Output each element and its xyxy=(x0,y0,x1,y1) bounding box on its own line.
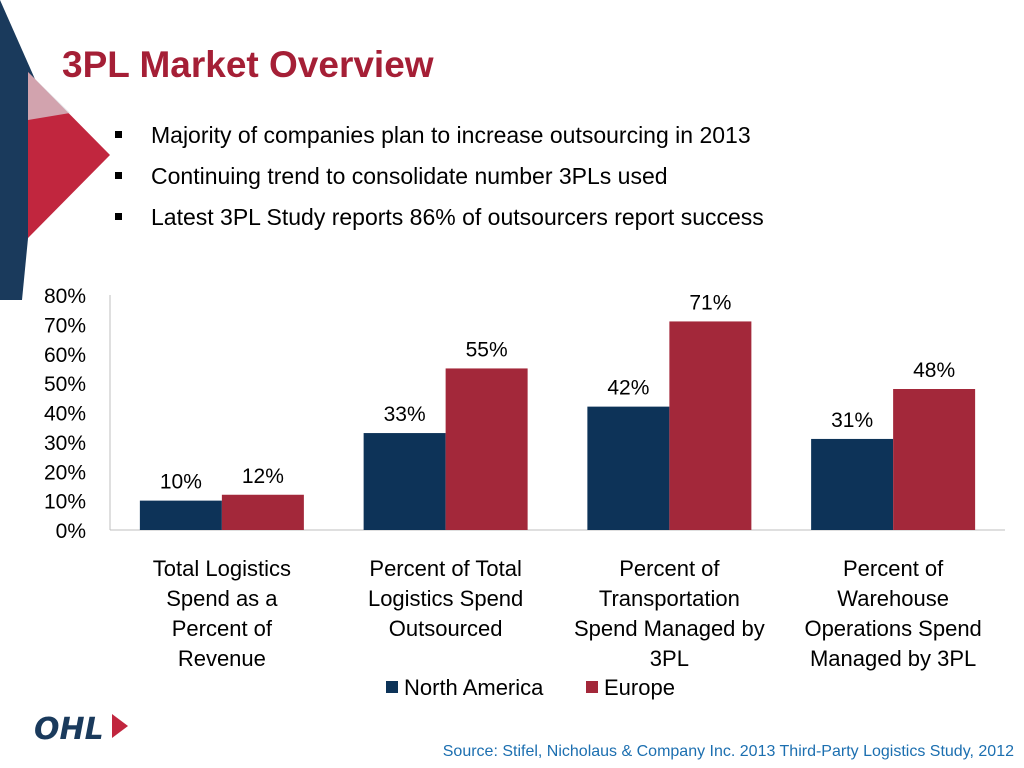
x-category-label: Operations Spend xyxy=(804,616,981,641)
x-category-label: Transportation xyxy=(599,586,740,611)
x-category-label: Spend as a xyxy=(166,586,278,611)
bar-north-america xyxy=(363,433,446,530)
data-label: 42% xyxy=(607,377,649,400)
light-arrow-shadow xyxy=(28,72,70,120)
x-category-label: Outsourced xyxy=(389,616,503,641)
y-tick-label: 40% xyxy=(44,403,86,426)
ohl-logo: OHL xyxy=(34,712,128,746)
bar-europe xyxy=(669,321,752,530)
y-tick-label: 60% xyxy=(44,344,86,367)
y-tick-label: 0% xyxy=(56,520,86,543)
source-citation: Source: Stifel, Nicholaus & Company Inc.… xyxy=(442,743,1014,760)
x-category-label: Percent of xyxy=(172,616,273,641)
legend-swatch xyxy=(386,681,398,693)
bullet-item: Continuing trend to consolidate number 3… xyxy=(115,159,764,200)
y-tick-label: 80% xyxy=(44,285,86,308)
bullet-text: Latest 3PL Study reports 86% of outsourc… xyxy=(151,204,764,230)
bullet-item: Latest 3PL Study reports 86% of outsourc… xyxy=(115,200,764,241)
square-bullet-icon xyxy=(115,213,122,220)
data-label: 71% xyxy=(689,291,731,314)
x-category-label: Logistics Spend xyxy=(368,586,523,611)
x-category-label: Total Logistics xyxy=(153,556,291,581)
data-label: 31% xyxy=(831,409,873,432)
navy-edge-shape xyxy=(0,0,42,300)
y-tick-label: 10% xyxy=(44,491,86,514)
y-tick-label: 50% xyxy=(44,373,86,396)
bar-europe xyxy=(445,368,528,530)
data-label: 10% xyxy=(160,471,202,494)
bullet-list: Majority of companies plan to increase o… xyxy=(115,118,764,241)
bullet-text: Continuing trend to consolidate number 3… xyxy=(151,163,668,189)
data-label: 12% xyxy=(242,465,284,488)
data-label: 55% xyxy=(466,338,508,361)
x-category-label: Spend Managed by xyxy=(574,616,765,641)
svg-text:OHL: OHL xyxy=(34,712,104,746)
slide-title: 3PL Market Overview xyxy=(62,44,434,85)
bullet-item: Majority of companies plan to increase o… xyxy=(115,118,764,159)
square-bullet-icon xyxy=(115,131,122,138)
bar-north-america xyxy=(139,500,222,530)
slide-side-decoration xyxy=(0,0,110,300)
data-label: 48% xyxy=(913,359,955,382)
x-category-label: Revenue xyxy=(178,646,266,671)
y-tick-label: 20% xyxy=(44,461,86,484)
x-category-label: Percent of xyxy=(843,556,944,581)
x-category-label: Warehouse xyxy=(837,586,949,611)
bar-north-america xyxy=(587,406,670,530)
bar-europe xyxy=(221,494,304,530)
y-tick-label: 70% xyxy=(44,314,86,337)
y-tick-label: 30% xyxy=(44,432,86,455)
bar-europe xyxy=(893,389,976,530)
x-category-label: 3PL xyxy=(650,646,689,671)
x-category-label: Percent of xyxy=(619,556,720,581)
x-category-label: Managed by 3PL xyxy=(810,646,976,671)
bar-north-america xyxy=(811,438,894,530)
legend-swatch xyxy=(586,681,598,693)
data-label: 33% xyxy=(384,403,426,426)
x-category-label: Percent of Total xyxy=(369,556,521,581)
bullet-text: Majority of companies plan to increase o… xyxy=(151,122,751,148)
legend-label: North America xyxy=(404,675,544,700)
legend-label: Europe xyxy=(604,675,675,700)
square-bullet-icon xyxy=(115,172,122,179)
